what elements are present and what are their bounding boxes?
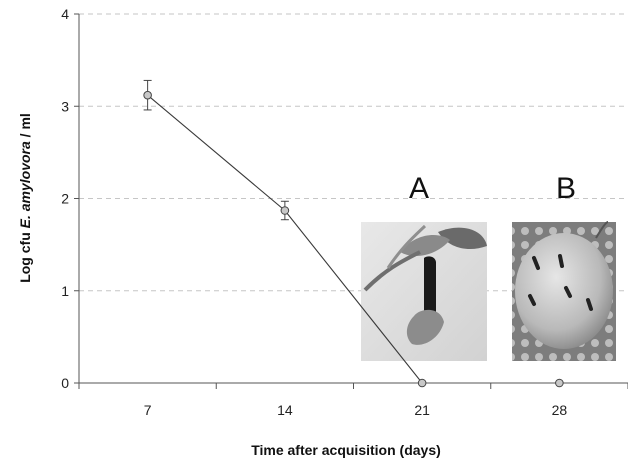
y-axis-title-species: E. amylovora <box>17 141 33 228</box>
x-tick-label: 28 <box>552 402 568 418</box>
fruit-lesion <box>558 254 564 268</box>
y-axis-title-part: Log cfu <box>17 228 33 282</box>
y-tick-label: 3 <box>61 98 69 114</box>
data-point <box>417 378 427 388</box>
y-axis-title-part: / ml <box>17 113 33 141</box>
data-point <box>143 90 152 100</box>
data-point <box>280 206 290 215</box>
x-tick-label: 14 <box>277 402 293 418</box>
x-axis-title: Time after acquisition (days) <box>251 442 441 458</box>
y-tick-labels: 0 1 2 3 4 <box>61 6 69 391</box>
x-tick-label: 21 <box>414 402 430 418</box>
pear-fruit <box>515 233 613 349</box>
y-tick-label: 2 <box>61 191 69 207</box>
gridlines <box>74 13 628 384</box>
shoot-base <box>406 309 444 345</box>
inset-panel-b <box>512 221 616 361</box>
y-axis-title: Log cfu E. amylovora / ml <box>17 113 33 283</box>
fruit-lesion <box>564 286 572 298</box>
panel-label-a: A <box>409 172 429 205</box>
y-tick-label: 4 <box>61 6 69 22</box>
blackened-shoot <box>424 256 436 318</box>
stem-shape <box>363 250 421 292</box>
x-tick-labels: 7 14 21 28 <box>144 402 568 418</box>
x-tick-marks <box>78 383 628 389</box>
stem-shape <box>386 224 427 269</box>
fruit-lesion <box>532 256 540 270</box>
panel-label-b: B <box>556 172 576 205</box>
leaf-shape <box>400 235 450 256</box>
fruit-lesion <box>528 294 536 306</box>
data-series <box>143 79 564 388</box>
y-tick-label: 1 <box>61 283 69 299</box>
inset-panel-a <box>361 222 487 361</box>
fruit-lesion <box>586 298 593 311</box>
x-tick-label: 7 <box>144 402 152 418</box>
leaf-shape <box>438 227 487 250</box>
data-point <box>555 378 564 388</box>
y-tick-label: 0 <box>61 375 69 391</box>
fruit-stalk <box>595 221 609 239</box>
